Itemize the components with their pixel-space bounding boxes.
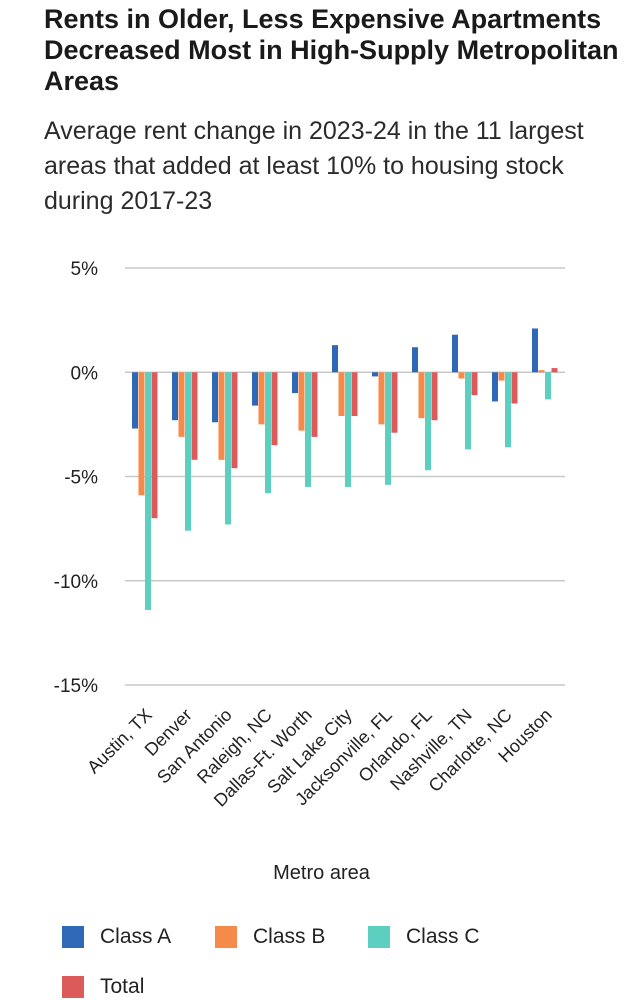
bar-total [351,372,358,417]
bar-class-b [378,372,385,425]
bar-class-a [332,345,338,373]
y-tick-label: -15% [54,676,98,697]
legend-swatch [215,926,237,948]
legend-label: Class B [253,925,326,948]
legend-label: Class C [406,925,480,948]
bar-class-a [452,334,458,373]
bar-class-b [458,372,465,379]
y-tick-label: -10% [54,572,98,593]
y-tick-label: 0% [71,363,99,384]
bar-class-a [172,372,178,421]
bar-class-c [425,372,431,471]
bar-class-a [412,347,418,373]
chart-subtitle: Average rent change in 2023-24 in the 11… [44,117,584,215]
bar-total [551,368,558,373]
bar-class-c [145,372,151,610]
chart-title: Rents in Older, Less Expensive Apartment… [44,4,619,96]
legend-swatch [62,976,84,998]
bar-class-a [212,372,218,423]
bar-class-b [178,372,185,437]
x-axis-label: Metro area [273,862,370,884]
bar-class-c [185,372,191,531]
bar-class-b [138,372,145,496]
bar-total [431,372,438,421]
bar-class-b [298,372,305,431]
legend-item-class-b: Class B [215,925,325,949]
bar-total [311,372,318,437]
legend-swatch [368,926,390,948]
bar-total [191,372,198,460]
bar-total [271,372,278,446]
bar-class-b [498,372,505,381]
bar-total [231,372,238,469]
legend-item-class-c: Class C [368,925,480,949]
bar-class-b [218,372,225,460]
bar-class-a [532,328,538,373]
bar-class-b [338,372,345,417]
bar-class-c [225,372,231,525]
bar-class-c [265,372,271,494]
bar-total [151,372,158,519]
bar-class-c [465,372,471,450]
bar-class-c [545,372,551,400]
bar-class-c [345,372,351,487]
bar-total [511,372,518,404]
bar-class-b [538,370,545,373]
legend-swatch [62,926,84,948]
bar-class-b [418,372,425,419]
bar-class-c [385,372,391,485]
bar-class-c [305,372,311,487]
legend-label: Class A [100,925,172,948]
bar-class-a [252,372,258,406]
bar-class-b [258,372,265,425]
bar-class-c [505,372,511,448]
legend-item-total: Total [62,975,144,999]
bar-class-a [132,372,138,429]
y-tick-label: 5% [71,259,99,280]
bar-class-a [292,372,298,394]
legend-item-class-a: Class A [62,925,171,949]
bar-class-a [492,372,498,402]
bars [132,328,558,610]
bar-total [471,372,478,396]
legend-label: Total [100,975,145,998]
y-tick-label: -5% [64,468,98,489]
y-axis-ticks: 5% 0% -5% -10% -15% [54,259,98,697]
bar-total [391,372,398,433]
bar-class-a [372,372,378,377]
